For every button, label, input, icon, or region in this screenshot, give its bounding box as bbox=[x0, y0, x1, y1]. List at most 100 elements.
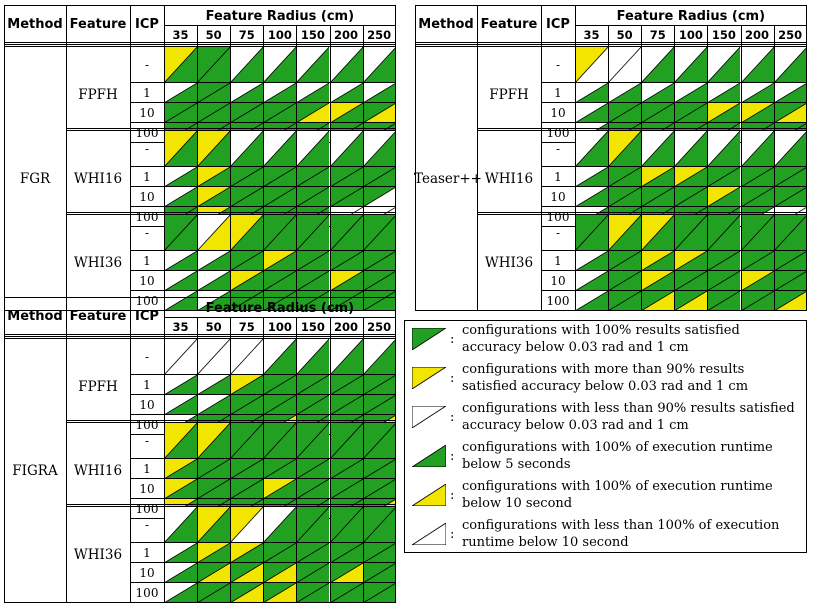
feature-header: Feature bbox=[69, 16, 127, 32]
result-cell-green-green bbox=[362, 507, 396, 543]
icp-level-label: 100 bbox=[135, 418, 159, 432]
result-cell-green-green bbox=[707, 251, 741, 271]
legend-colon: : bbox=[450, 449, 455, 464]
icp-level-label: - bbox=[144, 142, 150, 156]
result-cell-green-green bbox=[230, 395, 264, 415]
result-cell-green-white bbox=[362, 187, 396, 207]
grid-line bbox=[263, 318, 265, 603]
result-cell-green-green bbox=[197, 479, 231, 499]
result-cell-white-green bbox=[164, 83, 198, 103]
icp-level-label: 10 bbox=[139, 106, 155, 120]
grid-line bbox=[130, 270, 396, 271]
result-cell-green-green bbox=[164, 215, 198, 251]
result-cell-white-green bbox=[608, 83, 642, 103]
grid-line bbox=[130, 250, 396, 251]
grid-line bbox=[66, 5, 67, 311]
result-cell-green-green bbox=[329, 251, 363, 271]
result-cell-green-green bbox=[263, 423, 297, 459]
grid-line bbox=[230, 26, 232, 311]
grid-line bbox=[130, 498, 396, 499]
radius-label: 150 bbox=[300, 27, 325, 42]
radius-label: 35 bbox=[172, 319, 189, 334]
icp-level-label: 10 bbox=[550, 106, 566, 120]
result-cell-green-green bbox=[674, 187, 708, 207]
result-cell-white-yellow bbox=[197, 215, 231, 251]
result-cell-green-green bbox=[608, 251, 642, 271]
result-cell-white-green bbox=[641, 83, 675, 103]
grid-line bbox=[541, 206, 807, 207]
result-cell-green-yellow bbox=[296, 103, 330, 123]
result-cell-white-green bbox=[707, 47, 741, 83]
result-cell-green-yellow bbox=[773, 103, 807, 123]
result-cell-green-green bbox=[740, 291, 774, 311]
icp-level-label: 10 bbox=[139, 274, 155, 288]
result-cell-white-green bbox=[263, 507, 297, 543]
legend-swatch-yellow bbox=[412, 367, 446, 389]
icp-level-label: 1 bbox=[554, 254, 562, 268]
result-cell-green-green bbox=[164, 103, 198, 123]
grid-line bbox=[4, 297, 396, 298]
legend-colon: : bbox=[450, 410, 455, 425]
result-cell-green-green bbox=[329, 479, 363, 499]
result-cell-green-green bbox=[329, 395, 363, 415]
result-cell-green-green bbox=[773, 271, 807, 291]
radius-label: 50 bbox=[616, 27, 633, 42]
result-cell-white-green bbox=[164, 543, 198, 563]
icp-level-label: 1 bbox=[554, 170, 562, 184]
result-cell-green-green bbox=[329, 167, 363, 187]
result-cell-green-green bbox=[230, 167, 264, 187]
result-cell-green-green bbox=[362, 479, 396, 499]
result-cell-green-green bbox=[362, 167, 396, 187]
result-cell-white-green bbox=[164, 251, 198, 271]
result-cell-green-green bbox=[263, 291, 297, 311]
result-cell-yellow-green bbox=[197, 167, 231, 187]
grid-line bbox=[362, 318, 364, 603]
result-cell-green-yellow bbox=[263, 563, 297, 583]
radius-label: 200 bbox=[334, 319, 359, 334]
icp-level-label: 1 bbox=[143, 378, 151, 392]
grid-line bbox=[130, 82, 396, 83]
icp-level-label: 10 bbox=[550, 190, 566, 204]
result-cell-white-green bbox=[362, 339, 396, 375]
result-cell-green-green bbox=[362, 423, 396, 459]
result-cell-green-green bbox=[608, 187, 642, 207]
grid-line bbox=[541, 166, 807, 167]
grid-line bbox=[477, 5, 478, 311]
radius-label: 35 bbox=[172, 27, 189, 42]
grid-line bbox=[263, 26, 265, 311]
icp-header: ICP bbox=[135, 308, 159, 324]
result-cell-green-green bbox=[674, 103, 708, 123]
result-cell-yellow-white bbox=[230, 507, 264, 543]
result-cell-green-green bbox=[740, 167, 774, 187]
grid-line bbox=[130, 102, 396, 103]
result-cell-green-yellow bbox=[329, 563, 363, 583]
legend-item: : configurations with less than 100% of e… bbox=[405, 517, 806, 555]
result-cell-yellow-green bbox=[329, 271, 363, 291]
result-cell-yellow-green bbox=[230, 215, 264, 251]
result-cell-green-green bbox=[197, 103, 231, 123]
result-cell-white-green bbox=[575, 103, 609, 123]
result-cell-white-green bbox=[230, 83, 264, 103]
result-cell-green-green bbox=[740, 251, 774, 271]
result-cell-yellow-green bbox=[641, 271, 675, 291]
grid-line bbox=[541, 82, 807, 83]
icp-level-label: - bbox=[555, 142, 561, 156]
grid-line bbox=[4, 338, 396, 339]
grid-line bbox=[541, 290, 807, 291]
grid-line bbox=[415, 44, 807, 45]
icp-level-label: - bbox=[555, 226, 561, 240]
result-cell-green-green bbox=[674, 215, 708, 251]
result-cell-green-green bbox=[707, 215, 741, 251]
result-cell-white-green bbox=[674, 131, 708, 167]
legend-item: : configurations with less than 90% resul… bbox=[405, 400, 806, 438]
result-cell-green-green bbox=[362, 543, 396, 563]
result-cell-white-green bbox=[641, 47, 675, 83]
result-cell-green-green bbox=[707, 291, 741, 311]
result-cell-green-green bbox=[329, 187, 363, 207]
grid-line bbox=[130, 206, 396, 207]
result-cell-white-green bbox=[575, 251, 609, 271]
radius-label: 150 bbox=[711, 27, 736, 42]
result-cell-white-white bbox=[164, 339, 198, 375]
result-cell-white-white bbox=[608, 47, 642, 83]
radius-label: 150 bbox=[300, 319, 325, 334]
